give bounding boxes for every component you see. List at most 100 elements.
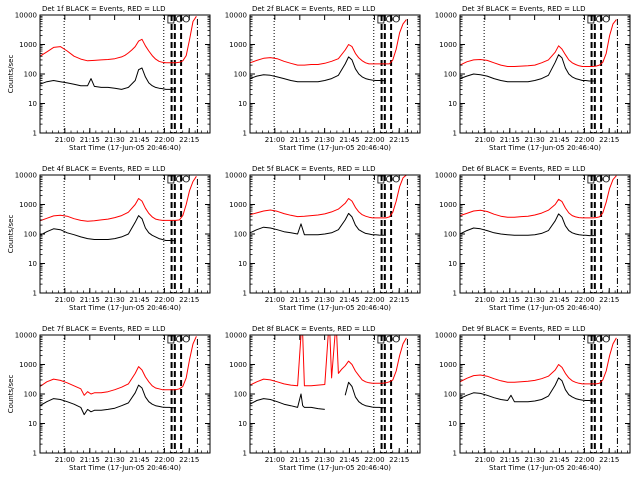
x-tick-label: 21:15 [500,456,520,464]
y-tick-label: 10000 [15,172,37,180]
panel-title: Det 1f BLACK = Events, RED = LLD [42,5,165,13]
plot-frame [459,334,631,454]
events-series-line [39,384,176,416]
y-tick-label: 1000 [19,361,37,369]
events-series-line [249,56,387,83]
x-tick-label: 21:30 [315,296,335,304]
x-axis-label: Start Time (17-Jun-05 20:46:40) [489,464,601,472]
x-tick-label: 21:30 [105,296,125,304]
lld-series-line [39,176,197,222]
y-tick-label: 100 [234,71,247,79]
y-tick-label: 1000 [439,41,457,49]
detector-panel-5: Det 5f BLACK = Events, RED = LLD 1 10 100 10… [225,165,421,312]
y-tick-label: 1000 [19,41,37,49]
y-tick-label: 1000 [19,201,37,209]
x-tick-label: 21:00 [265,456,285,464]
x-axis-label: Start Time (17-Jun-05 20:46:40) [279,304,391,312]
x-tick-label: 21:45 [129,456,149,464]
attenuator-box-icon [587,335,595,344]
x-tick-label: 22:00 [574,456,594,464]
attenuator-box-icon [167,175,175,184]
y-tick-label: 10 [28,100,37,108]
x-tick-label: 21:15 [500,136,520,144]
attenuator-circle-icon [175,335,183,343]
y-tick-label: 10 [238,260,247,268]
x-tick-label: 21:00 [55,456,75,464]
events-series-line [39,67,177,90]
attenuator-box-icon [587,175,595,184]
x-tick-label: 22:15 [389,456,409,464]
x-tick-label: 21:00 [55,296,75,304]
attenuator-circle-icon [602,175,610,183]
events-series-line [459,54,596,83]
y-tick-label: 10 [448,260,457,268]
detector-panel-9: Det 9f BLACK = Events, RED = LLD 1 10 100 10… [435,325,631,472]
lld-series-line [459,175,617,219]
attenuator-circle-icon [392,335,400,343]
y-tick-label: 10000 [15,332,37,340]
y-tick-label: 100 [444,391,457,399]
x-tick-label: 21:00 [475,456,495,464]
y-tick-label: 10 [28,260,37,268]
attenuator-circle-icon [385,175,393,183]
y-tick-label: 1000 [229,361,247,369]
x-tick-label: 21:45 [339,456,359,464]
x-axis-label: Start Time (17-Jun-05 20:46:40) [69,144,181,152]
x-tick-label: 22:00 [154,456,174,464]
attenuator-circle-icon [602,335,610,343]
y-tick-label: 10000 [225,332,247,340]
attenuator-circle-icon [392,175,400,183]
y-tick-label: 1000 [439,361,457,369]
attenuator-box-icon [587,15,595,24]
y-tick-label: 10 [448,420,457,428]
y-tick-label: 100 [24,231,37,239]
attenuator-box-icon [377,335,385,344]
x-axis-label: Start Time (17-Jun-05 20:46:40) [279,464,391,472]
y-tick-label: 1 [453,130,457,138]
x-axis-label: Start Time (17-Jun-05 20:46:40) [279,144,391,152]
y-tick-label: 1000 [229,201,247,209]
events-series-line [249,212,386,236]
x-tick-label: 21:30 [105,136,125,144]
y-tick-label: 1 [453,450,457,458]
events-series-line [459,213,596,237]
x-tick-label: 22:15 [389,136,409,144]
detector-panel-3: Det 3f BLACK = Events, RED = LLD 1 10 100 10… [435,5,631,152]
plot-frame [249,14,421,134]
panel-title: Det 6f BLACK = Events, RED = LLD [462,165,585,173]
panel-title: Det 7f BLACK = Events, RED = LLD [42,325,165,333]
lld-series-line [249,174,407,219]
attenuator-circle-icon [175,175,183,183]
events-series-line [459,377,596,403]
lld-series-line [249,334,407,387]
x-tick-label: 22:15 [179,296,199,304]
x-tick-label: 21:15 [290,456,310,464]
x-axis-label: Start Time (17-Jun-05 20:46:40) [489,144,601,152]
x-tick-label: 21:30 [105,456,125,464]
lld-series-line [459,19,617,67]
lld-series-line [459,337,617,385]
x-tick-label: 21:30 [525,296,545,304]
panel-title: Det 9f BLACK = Events, RED = LLD [462,325,585,333]
y-tick-label: 1000 [439,201,457,209]
x-tick-label: 22:00 [154,296,174,304]
x-tick-label: 22:15 [599,456,619,464]
x-tick-label: 21:45 [129,296,149,304]
x-tick-label: 22:00 [364,456,384,464]
x-tick-label: 22:00 [574,296,594,304]
x-tick-label: 22:00 [364,136,384,144]
lld-series-line [39,336,197,396]
x-tick-label: 21:15 [500,296,520,304]
x-tick-label: 22:00 [154,136,174,144]
x-tick-label: 21:30 [315,136,335,144]
detector-panel-7: Det 7f BLACK = Events, RED = LLD 1 10 100 10… [7,325,211,472]
detector-panel-4: Det 4f BLACK = Events, RED = LLD 1 10 100 10… [7,165,211,312]
x-tick-label: 21:15 [80,296,100,304]
x-tick-label: 21:00 [55,136,75,144]
attenuator-circle-icon [385,335,393,343]
attenuator-circle-icon [392,15,400,23]
x-tick-label: 22:15 [179,456,199,464]
attenuator-box-icon [167,15,175,24]
y-axis-label: Counts/sec [7,215,15,254]
